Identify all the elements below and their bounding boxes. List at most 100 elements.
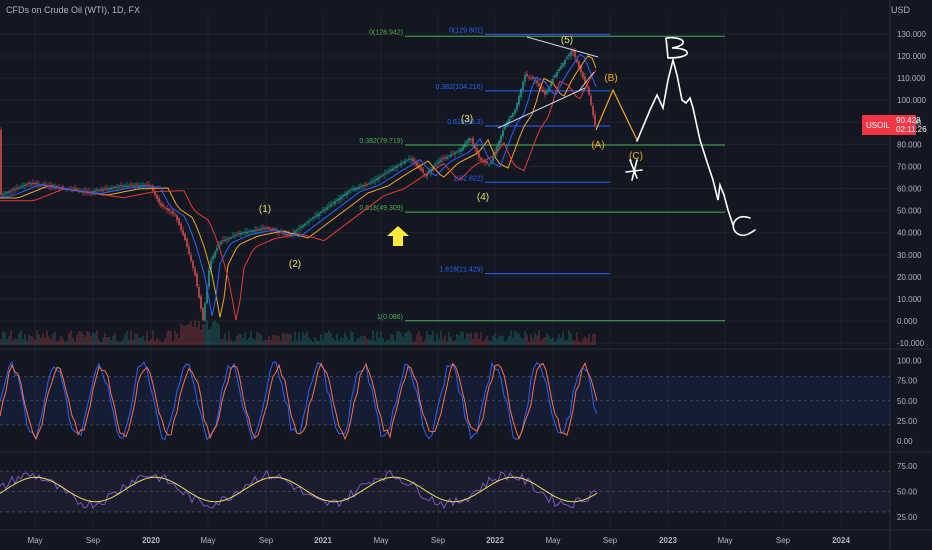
volume-bar xyxy=(4,332,6,345)
volume-bar xyxy=(260,334,262,345)
candle-body xyxy=(384,173,386,175)
elliott-wave-labels: (1) (2) (3) (4) (5) (A) (B) (C) xyxy=(259,35,643,270)
candle-body xyxy=(166,208,168,210)
volume-bar xyxy=(558,334,560,345)
candle-body xyxy=(128,185,130,187)
volume-bar xyxy=(56,341,58,345)
candle-body xyxy=(558,69,560,72)
volume-bar xyxy=(0,339,2,345)
candle-body xyxy=(214,252,216,258)
volume-bar xyxy=(212,321,214,345)
candle-body xyxy=(318,213,320,217)
volume-bar xyxy=(342,338,344,345)
volume-bar xyxy=(84,337,86,345)
volume-bar xyxy=(244,332,246,345)
candle-body xyxy=(460,148,462,152)
candle-body xyxy=(366,183,368,185)
candle-body xyxy=(224,239,226,241)
candle-body xyxy=(316,214,318,217)
volume-bar xyxy=(586,338,588,345)
time-tick-3: May xyxy=(200,536,215,545)
volume-bar xyxy=(294,330,296,345)
volume-bar xyxy=(416,334,418,345)
candle-body xyxy=(502,130,504,137)
volume-bar xyxy=(216,322,218,345)
trend-lines xyxy=(497,36,599,129)
volume-bar xyxy=(250,330,252,345)
price-axis[interactable]: 130.000120.000110.000100.00090.00080.000… xyxy=(897,30,926,348)
volume-bar xyxy=(550,338,552,345)
volume-bar xyxy=(544,336,546,345)
volume-bar xyxy=(304,334,306,345)
volume-bar xyxy=(450,336,452,345)
volume-bar xyxy=(204,324,206,345)
candle-body xyxy=(338,198,340,201)
volume-bar xyxy=(36,330,38,345)
fib-label-6: 0.618(49.309) xyxy=(359,205,403,212)
volume-bar xyxy=(572,339,574,345)
volume-bar xyxy=(60,336,62,345)
candle-body xyxy=(32,182,34,184)
volume-bar xyxy=(454,340,456,345)
volume-bar xyxy=(314,337,316,345)
volume-bar xyxy=(548,335,550,345)
volume-bar xyxy=(366,338,368,345)
volume-bar xyxy=(336,333,338,345)
volume-bar xyxy=(352,332,354,345)
volume-bar xyxy=(116,340,118,345)
candle-body xyxy=(416,162,418,166)
volume-bar xyxy=(514,330,516,345)
time-tick-10: Sep xyxy=(603,536,618,545)
volume-bar xyxy=(556,339,558,345)
volume-bar xyxy=(238,333,240,345)
candle-body xyxy=(486,161,488,164)
rsi-tick-1: 50.00 xyxy=(897,488,918,497)
time-tick-13: Sep xyxy=(776,536,791,545)
candle-body xyxy=(422,169,424,173)
volume-bar xyxy=(478,339,480,345)
volume-bar xyxy=(6,339,8,345)
volume-bar xyxy=(156,338,158,345)
candle-body xyxy=(514,110,516,114)
candle-body xyxy=(182,230,184,235)
handwritten-abc-drawing xyxy=(625,36,756,237)
candle-body xyxy=(520,89,522,97)
candle-body xyxy=(130,184,132,186)
candle-body xyxy=(170,212,172,214)
volume-bar xyxy=(438,338,440,345)
candle-body xyxy=(42,183,44,186)
candle-body xyxy=(584,76,586,83)
wave-label-1: (2) xyxy=(289,259,301,270)
volume-bar xyxy=(386,340,388,345)
candle-body xyxy=(62,186,64,189)
volume-bar xyxy=(146,330,148,345)
candle-body xyxy=(454,152,456,155)
time-tick-2: 2020 xyxy=(142,536,160,545)
symbol-title[interactable]: CFDs on Crude Oil (WTI), 1D, FX xyxy=(6,5,141,15)
candle-body xyxy=(120,185,122,187)
volume-bar xyxy=(526,334,528,345)
price-tick-8: 50.000 xyxy=(897,207,922,216)
candle-body xyxy=(364,184,366,186)
volume-bar xyxy=(452,341,454,345)
candle-body xyxy=(334,201,336,204)
candle-body xyxy=(376,178,378,181)
candle-body xyxy=(408,158,410,160)
volume-bar xyxy=(398,330,400,345)
time-axis[interactable]: May Sep 2020 May Sep 2021 May Sep 2022 May Sep 2023… xyxy=(27,536,850,545)
volume-bar xyxy=(392,334,394,345)
volume-bar xyxy=(554,341,556,345)
volume-bar xyxy=(372,330,374,345)
volume-bar xyxy=(488,340,490,345)
volume-bar xyxy=(326,333,328,345)
candle-body xyxy=(252,230,254,233)
candle-body xyxy=(448,155,450,157)
volume-bar xyxy=(408,330,410,345)
fib-label-0: 0(128.942) xyxy=(369,29,403,36)
candle-body xyxy=(340,196,342,200)
volume-bar xyxy=(174,330,176,345)
candle-body xyxy=(326,207,328,210)
volume-bar xyxy=(286,333,288,345)
candle-body xyxy=(172,210,174,214)
